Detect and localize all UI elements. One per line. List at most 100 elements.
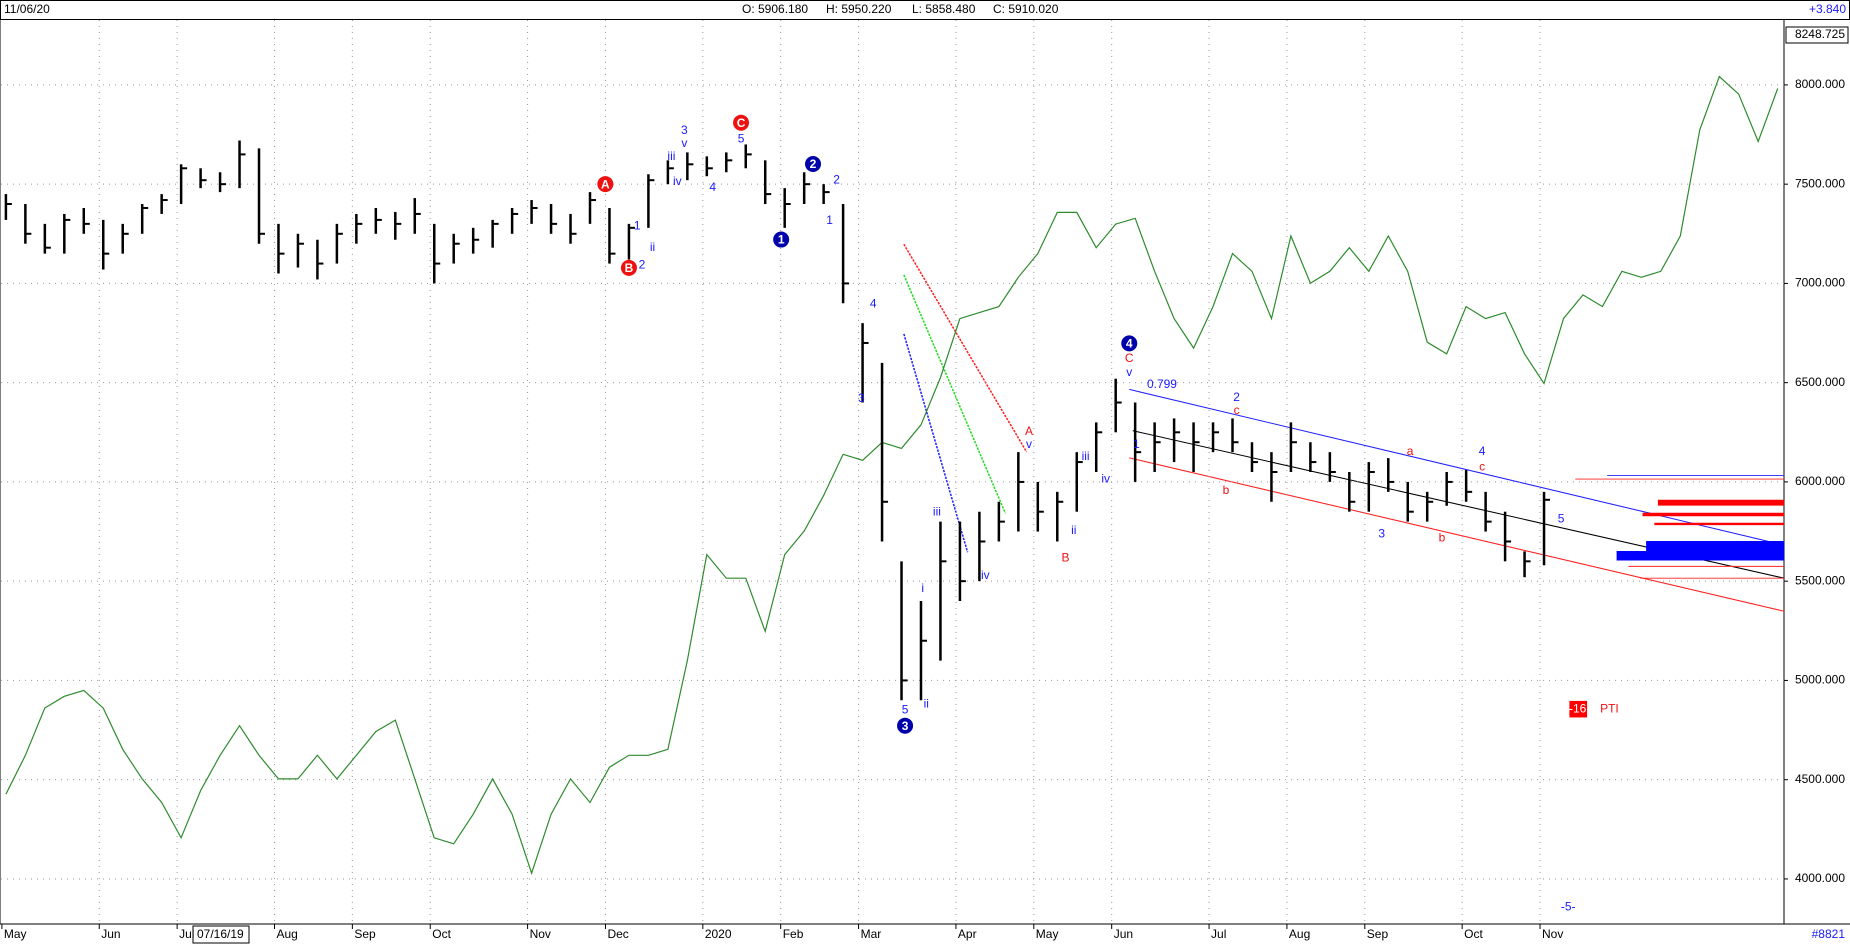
x-tick-label: Nov bbox=[530, 927, 551, 941]
wave-label: 1 bbox=[778, 233, 785, 247]
marker-box bbox=[192, 925, 250, 944]
wave-label: iii bbox=[933, 504, 941, 518]
wave-label: 1 bbox=[826, 213, 833, 227]
wave-label: -5- bbox=[1561, 900, 1576, 914]
indicator-line bbox=[5, 75, 1779, 876]
x-tick-label: Mar bbox=[861, 927, 882, 941]
wave-label: 0.799 bbox=[1147, 377, 1177, 391]
x-tick-label: Feb bbox=[783, 927, 804, 941]
wave-label: ii bbox=[650, 240, 655, 254]
wave-label: 1 bbox=[1133, 437, 1140, 451]
wave-label: ii bbox=[1071, 523, 1076, 537]
wave-label: A bbox=[1025, 424, 1033, 438]
wave-label: iv bbox=[673, 174, 682, 188]
x-tick-label: 2020 bbox=[705, 927, 732, 941]
x-tick-label: Nov bbox=[1542, 927, 1563, 941]
wave-label: 2 bbox=[639, 258, 646, 272]
wave-label: 3 bbox=[902, 719, 909, 733]
wave-label: b bbox=[1439, 530, 1446, 544]
x-tick-label: Aug bbox=[1289, 927, 1310, 941]
wave-label: 5 bbox=[738, 131, 745, 145]
wave-label: C bbox=[737, 116, 746, 130]
x-tick-label: Jul bbox=[179, 927, 194, 941]
x-tick-label: Sep bbox=[1367, 927, 1389, 941]
y-tick-label: 4000.000 bbox=[1795, 871, 1845, 885]
wave-label: -16 bbox=[1569, 701, 1587, 715]
wave-label: v bbox=[1126, 365, 1132, 379]
wave-label: 2 bbox=[810, 157, 817, 171]
wave-label: 5 bbox=[902, 703, 909, 717]
channel-upper bbox=[1129, 388, 1785, 546]
wave-label: iii bbox=[667, 149, 675, 163]
wave-label: 3 bbox=[681, 123, 688, 137]
wave-label: a bbox=[1407, 444, 1414, 458]
y-tick-label: 7500.000 bbox=[1795, 176, 1845, 190]
wave-label: B bbox=[1062, 550, 1070, 564]
wave-label: v bbox=[681, 136, 687, 150]
y-tick-label: 7000.000 bbox=[1795, 276, 1845, 290]
fan-line bbox=[903, 243, 1028, 453]
y-tick-label: 4500.000 bbox=[1795, 772, 1845, 786]
wave-circle bbox=[805, 156, 822, 173]
wave-label: 4 bbox=[1479, 444, 1486, 458]
x-tick-label: Oct bbox=[432, 927, 451, 941]
fan-line bbox=[903, 333, 969, 553]
fan-line bbox=[903, 274, 1007, 514]
wave-label: b bbox=[1223, 483, 1230, 497]
date-label: 11/06/20 bbox=[4, 2, 50, 16]
y-tick-label: 8000.000 bbox=[1795, 77, 1845, 91]
wave-label: c bbox=[1479, 459, 1485, 473]
wave-label: 4 bbox=[1126, 337, 1133, 351]
change-label: +3.840 bbox=[1809, 2, 1846, 16]
wave-label: 4 bbox=[870, 297, 877, 311]
wave-label: 2 bbox=[1233, 390, 1240, 404]
wave-label: iii bbox=[1082, 449, 1090, 463]
wave-circle bbox=[597, 176, 614, 193]
pti-box bbox=[1569, 700, 1588, 718]
x-tick-label: Dec bbox=[607, 927, 628, 941]
marker-label: 07/16/19 bbox=[197, 927, 244, 941]
y-tick-label: 6500.000 bbox=[1795, 375, 1845, 389]
wave-label: i bbox=[921, 581, 924, 595]
trend-lines bbox=[903, 243, 1785, 718]
x-tick-label: Aug bbox=[276, 927, 297, 941]
last-label: 8248.725 bbox=[1795, 27, 1845, 41]
wave-circle bbox=[773, 231, 790, 248]
wave-label: A bbox=[601, 177, 610, 191]
x-tick-label: Jun bbox=[1114, 927, 1133, 941]
wave-label: 3 bbox=[1378, 527, 1385, 541]
x-tick-label: May bbox=[1036, 927, 1059, 941]
wave-label: c bbox=[1234, 403, 1240, 417]
wave-label: 3 bbox=[858, 391, 865, 405]
wave-label: iv bbox=[1101, 471, 1110, 485]
y-tick-label: 6000.000 bbox=[1795, 474, 1845, 488]
y-tick-label: 5000.000 bbox=[1795, 673, 1845, 687]
x-tick-label: May bbox=[4, 927, 27, 941]
wave-label: 4 bbox=[709, 180, 716, 194]
ohlc-label: L: 5858.480 bbox=[912, 2, 976, 16]
wave-label: v bbox=[1026, 437, 1032, 451]
wave-label: 2 bbox=[833, 173, 840, 187]
x-tick-label: Oct bbox=[1464, 927, 1483, 941]
wave-label: C bbox=[1125, 351, 1134, 365]
footer-label: #8821 bbox=[1812, 927, 1846, 941]
last-box bbox=[1785, 26, 1849, 44]
ohlc-label: H: 5950.220 bbox=[826, 2, 892, 16]
channel-lower bbox=[1129, 457, 1785, 612]
x-tick-label: Jun bbox=[101, 927, 120, 941]
x-tick-label: Apr bbox=[958, 927, 977, 941]
wave-circle bbox=[897, 717, 914, 734]
ohlc-label: O: 5906.180 bbox=[742, 2, 808, 16]
wave-label: 1 bbox=[634, 219, 641, 233]
ohlc-label: C: 5910.020 bbox=[993, 2, 1059, 16]
wave-label: 5 bbox=[1558, 511, 1565, 525]
wave-circle bbox=[733, 114, 750, 131]
y-tick-label: 5500.000 bbox=[1795, 573, 1845, 587]
x-tick-label: Sep bbox=[354, 927, 376, 941]
wave-label: ii bbox=[924, 697, 929, 711]
wave-label: iv bbox=[981, 568, 990, 582]
wave-circle bbox=[620, 259, 637, 276]
wave-label: PTI bbox=[1600, 701, 1619, 715]
